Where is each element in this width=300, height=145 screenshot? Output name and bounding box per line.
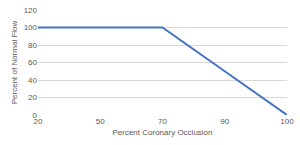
svg-text:100: 100 xyxy=(24,23,38,32)
svg-text:60: 60 xyxy=(28,58,37,67)
svg-text:40: 40 xyxy=(28,76,37,85)
svg-text:Percent Coronary Occlusion: Percent Coronary Occlusion xyxy=(112,128,212,137)
svg-text:20: 20 xyxy=(28,93,37,102)
svg-text:Percent of Normal Flow: Percent of Normal Flow xyxy=(10,20,19,104)
svg-text:0: 0 xyxy=(33,111,38,120)
svg-text:20: 20 xyxy=(34,117,43,126)
svg-text:90: 90 xyxy=(220,117,229,126)
svg-text:120: 120 xyxy=(24,6,38,15)
svg-text:80: 80 xyxy=(28,41,37,50)
svg-text:50: 50 xyxy=(96,117,105,126)
svg-text:70: 70 xyxy=(158,117,167,126)
svg-text:100: 100 xyxy=(280,117,294,126)
